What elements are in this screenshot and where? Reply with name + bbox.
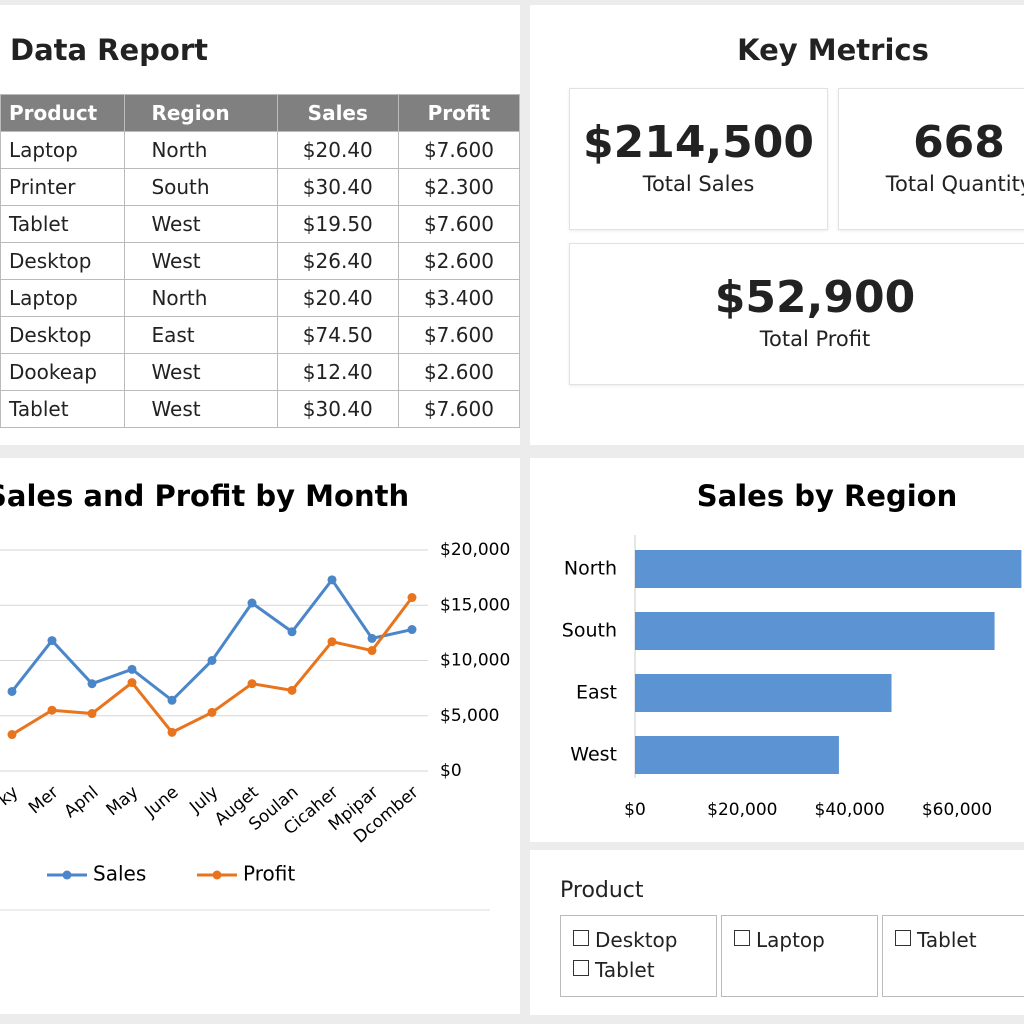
- header-cell: Region: [124, 94, 278, 132]
- metrics-panel: Key Metrics $214,500 Total Sales 668 Total …: [530, 5, 1024, 445]
- table-cell: East: [124, 316, 278, 354]
- table-title: Data Report: [10, 33, 209, 67]
- header-cell: Profit: [397, 94, 521, 132]
- table-cell: $30.40: [276, 168, 399, 206]
- header-row: Product Region Sales Profit: [0, 94, 521, 132]
- table-row: Printer South $30.40 $2.300: [0, 168, 521, 206]
- table-cell: $7.600: [397, 390, 521, 428]
- table-row: Desktop West $26.40 $2.600: [0, 242, 521, 280]
- filter-panel: Product Desktop Tablet Laptop Tablet: [530, 850, 1024, 1015]
- table-cell: West: [124, 353, 278, 391]
- table-cell: Desktop: [0, 316, 126, 354]
- option-label: Tablet: [917, 928, 977, 952]
- metric-label: Total Profit: [759, 327, 871, 351]
- data-table: Product Region Sales Profit Laptop North $20.4…: [0, 94, 521, 428]
- bar-panel: [530, 458, 1024, 842]
- filter-option[interactable]: Laptop: [734, 928, 877, 952]
- header-cell: Product: [0, 94, 126, 132]
- table-cell: Tablet: [0, 390, 126, 428]
- table-panel: Data Report Product Region Sales Profit Lapt…: [0, 5, 521, 445]
- metric-value: $214,500: [582, 117, 815, 168]
- header-cell: Sales: [276, 94, 399, 132]
- filter-box: Desktop Tablet: [560, 915, 717, 997]
- table-cell: $2.300: [397, 168, 521, 206]
- table-cell: Printer: [0, 168, 126, 206]
- table-cell: $74.50: [276, 316, 399, 354]
- table-row: Tablet West $30.40 $7.600: [0, 390, 521, 428]
- table-cell: $12.40: [276, 353, 399, 391]
- table-cell: Tablet: [0, 205, 126, 243]
- filter-box: Tablet: [882, 915, 1024, 997]
- checkbox[interactable]: [573, 930, 589, 946]
- table-row: Laptop North $20.40 $7.600: [0, 131, 521, 169]
- table-cell: West: [124, 205, 278, 243]
- table-cell: $7.600: [397, 131, 521, 169]
- table-cell: Desktop: [0, 242, 126, 280]
- filter-option[interactable]: Desktop: [573, 928, 716, 952]
- table-cell: $26.40: [276, 242, 399, 280]
- metric-card: $214,500 Total Sales: [569, 88, 828, 230]
- table-cell: $19.50: [276, 205, 399, 243]
- table-cell: North: [124, 279, 278, 317]
- option-label: Laptop: [756, 928, 825, 952]
- table-cell: $7.600: [397, 205, 521, 243]
- metric-card: 668 Total Quantity: [838, 88, 1024, 230]
- filter-option[interactable]: Tablet: [895, 928, 1024, 952]
- checkbox[interactable]: [573, 960, 589, 976]
- table-cell: Laptop: [0, 131, 126, 169]
- table-cell: South: [124, 168, 278, 206]
- table-cell: $20.40: [276, 279, 399, 317]
- option-label: Tablet: [595, 958, 655, 982]
- metric-value: $52,900: [714, 272, 916, 323]
- table-cell: $20.40: [276, 131, 399, 169]
- table-cell: Dookeap: [0, 353, 126, 391]
- option-label: Desktop: [595, 928, 678, 952]
- metric-label: Total Quantity: [885, 172, 1024, 196]
- table-cell: West: [124, 242, 278, 280]
- table-cell: $3.400: [397, 279, 521, 317]
- table-cell: $30.40: [276, 390, 399, 428]
- table-cell: $2.600: [397, 353, 521, 391]
- table-row: Desktop East $74.50 $7.600: [0, 316, 521, 354]
- table-row: Tablet West $19.50 $7.600: [0, 205, 521, 243]
- table-cell: $2.600: [397, 242, 521, 280]
- checkbox[interactable]: [895, 930, 911, 946]
- filter-option[interactable]: Tablet: [573, 958, 716, 982]
- metric-value: 668: [913, 117, 1005, 168]
- metric-label: Total Sales: [642, 172, 755, 196]
- metrics-title: Key Metrics: [737, 33, 929, 67]
- table-row: Laptop North $20.40 $3.400: [0, 279, 521, 317]
- filter-box: Laptop: [721, 915, 878, 997]
- table-cell: West: [124, 390, 278, 428]
- line-panel: [0, 458, 520, 1014]
- filter-title: Product: [560, 878, 644, 903]
- metric-card: $52,900 Total Profit: [569, 243, 1024, 385]
- table-cell: Laptop: [0, 279, 126, 317]
- table-cell: North: [124, 131, 278, 169]
- table-cell: $7.600: [397, 316, 521, 354]
- table-row: Dookeap West $12.40 $2.600: [0, 353, 521, 391]
- checkbox[interactable]: [734, 930, 750, 946]
